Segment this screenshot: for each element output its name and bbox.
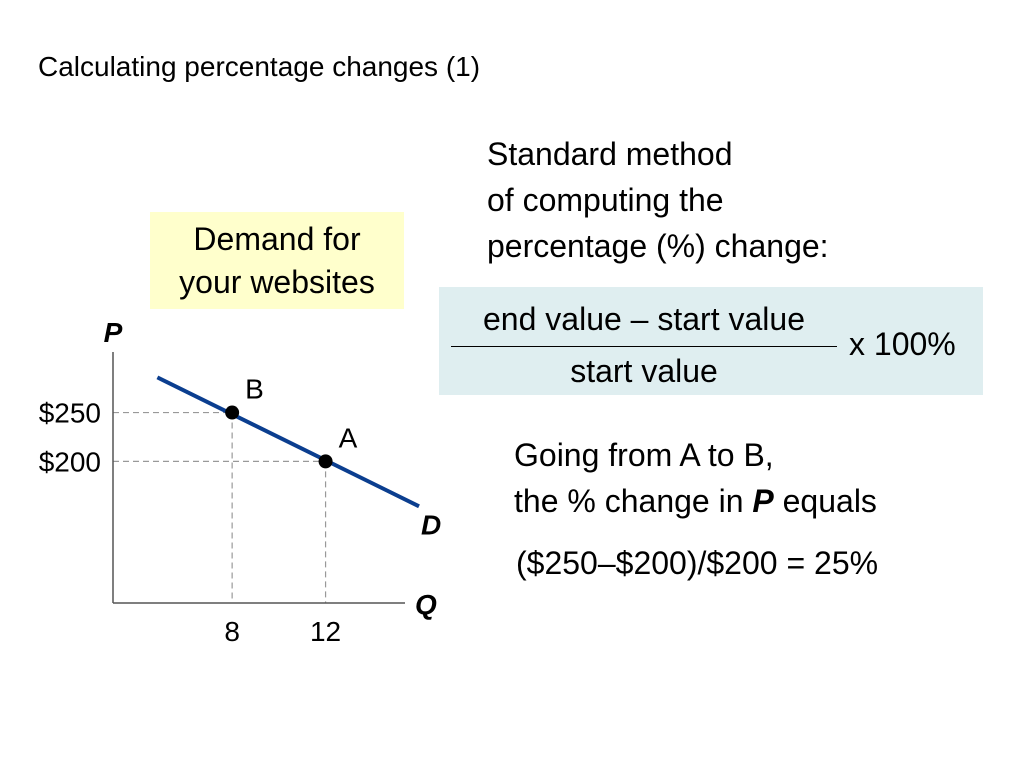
y-axis-label: P xyxy=(104,317,123,348)
going-line-2-pre: the % change in xyxy=(514,483,753,519)
going-line-2-post: equals xyxy=(773,483,877,519)
slide-title: Calculating percentage changes (1) xyxy=(38,51,481,82)
data-points: BA xyxy=(225,374,358,469)
y-tick-label: $200 xyxy=(39,446,101,477)
chart-caption-line: Demand for xyxy=(193,221,361,257)
formula-multiplier: x 100% xyxy=(849,326,956,362)
going-text: Going from A to B, the % change in P equ… xyxy=(514,432,877,524)
demand-curve xyxy=(156,375,420,509)
demand-curve-label: D xyxy=(421,509,441,540)
going-line-1: Going from A to B, xyxy=(514,437,774,473)
price-variable: P xyxy=(752,483,774,519)
chart-caption-box: Demand for your websites xyxy=(150,212,404,309)
tick-labels: $250 $200 8 12 xyxy=(39,398,341,647)
calculation-result: ($250–$200)/$200 = 25% xyxy=(516,545,879,581)
data-point-label: A xyxy=(339,422,358,453)
going-line-2: the % change in P equals xyxy=(514,478,877,524)
x-tick-label: 8 xyxy=(224,616,240,647)
fraction-bar xyxy=(451,346,837,347)
method-description: Standard method of computing the percent… xyxy=(487,131,829,269)
x-tick-label: 12 xyxy=(310,616,341,647)
method-line: of computing the xyxy=(487,182,724,218)
x-axis-label: Q xyxy=(415,589,437,620)
method-line: percentage (%) change: xyxy=(487,228,829,264)
formula-denominator: start value xyxy=(570,353,718,389)
formula-numerator: end value – start value xyxy=(483,301,805,337)
formula-box: end value – start value start value x 10… xyxy=(439,287,983,395)
chart-caption-line: your websites xyxy=(179,264,375,300)
data-point-a xyxy=(318,454,333,469)
y-tick-label: $250 xyxy=(39,398,101,429)
guide-lines xyxy=(113,411,327,603)
data-point-b xyxy=(225,405,240,420)
data-point-label: B xyxy=(245,374,264,405)
method-line: Standard method xyxy=(487,136,733,172)
